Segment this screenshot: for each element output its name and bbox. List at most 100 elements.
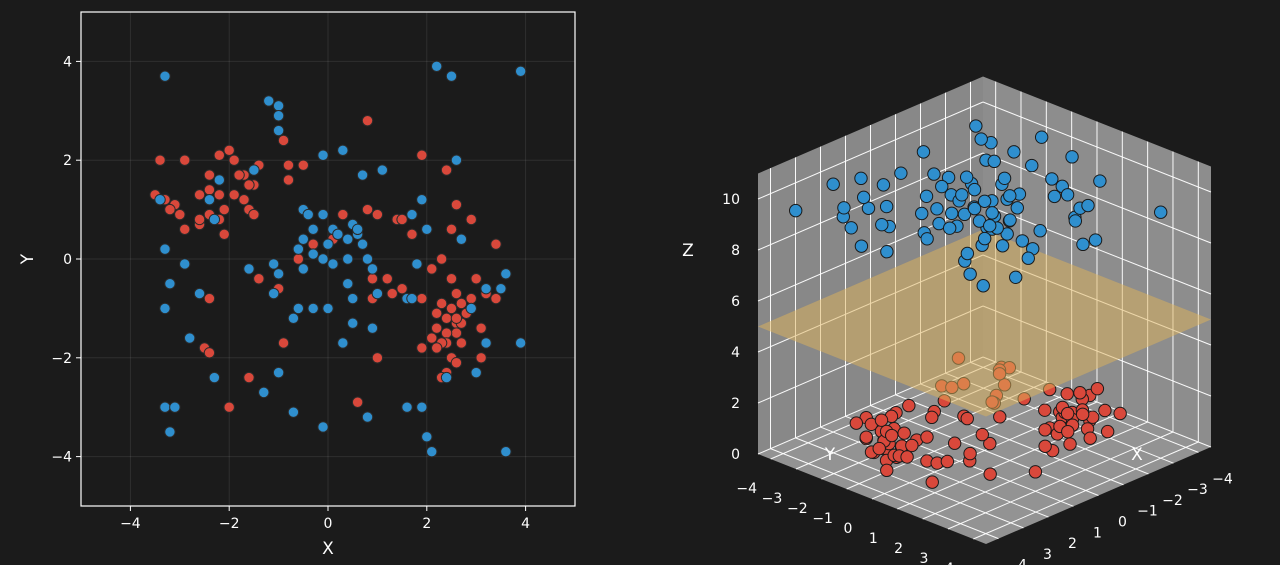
point-red [381,273,393,285]
y-tick-label: 2 [63,153,72,169]
point-blue [455,233,468,245]
point-blue [272,124,285,137]
x-tick-label: 0 [324,516,333,532]
point-red [218,228,230,241]
point-blue [267,287,280,300]
point-blue [356,169,369,181]
point-red [450,287,463,300]
point3d-red [1098,403,1112,418]
point3d-blue [997,171,1012,185]
point-blue [406,292,418,305]
point-red [228,154,240,166]
point-red [203,169,216,181]
point-blue [337,337,349,349]
point3d-blue [879,199,894,214]
scatter-2d-chart: −4 −2 0 2 4 −4 −2 0 2 4 X Y [18,11,576,559]
point-red [371,352,384,364]
point-red [440,327,453,339]
point-blue [307,248,319,260]
z3d-tick-label: 10 [722,192,740,208]
point-blue [361,253,374,265]
point3d-red [975,427,989,442]
point-blue [356,238,369,250]
grid-y-floor [947,431,1174,530]
point-red [337,208,349,221]
point-blue [376,164,389,176]
y3d-tick-label: −1 [812,511,833,527]
point3d-blue [920,232,934,246]
point3d-red [940,454,955,469]
point3d-red [1028,465,1043,479]
point-blue [272,110,285,122]
point-blue [248,164,260,176]
point-red [430,307,443,320]
point-red [351,396,364,408]
point3d-blue [1003,189,1017,203]
grid-y-floor [973,441,1199,540]
point-red [396,282,408,295]
point-red [174,208,186,221]
point-blue [351,223,364,236]
point-red [292,253,305,265]
point3d-blue [1000,227,1014,241]
x-tick-label: 2 [422,516,431,532]
point3d-red [1100,424,1115,439]
point3d-red [925,410,939,425]
point3d-blue [1003,213,1017,227]
point3d-blue [945,206,959,221]
point-blue [287,406,300,418]
point3d-red [960,411,974,426]
point3d-blue [957,207,972,222]
point3d-blue [854,239,869,253]
point-blue [401,401,413,413]
point-blue [366,322,379,334]
point-blue [421,223,433,236]
point3d-red [1075,407,1090,422]
point-blue [465,302,477,315]
point3d-blue [915,206,929,221]
point3d-blue [976,279,990,293]
point-red [450,327,463,339]
point-red [455,297,468,310]
point-blue [361,411,374,423]
y3d-tick-label: −4 [736,481,757,497]
point3d-red [900,450,914,464]
point-red [450,312,463,324]
x-axis-label-2d: X [322,539,334,559]
point3d-blue [1154,205,1168,219]
point-blue [500,445,512,458]
point-red [396,213,408,226]
point-red [361,114,374,127]
point3d-red [993,410,1007,424]
point3d-blue [876,178,891,192]
point3d-red [1060,387,1074,401]
point3d-red [1038,439,1052,453]
point3d-blue [930,202,944,216]
point-blue [440,371,453,384]
point3d-blue [894,166,908,180]
point-blue [430,60,443,73]
point-red [203,292,216,305]
point3d-red [849,416,864,430]
grid-z-right [982,152,1212,244]
point-red [213,149,226,161]
point3d-red [947,436,962,450]
point-blue [514,65,527,77]
point3d-blue [856,190,871,205]
point-red [445,273,458,285]
point-blue [500,268,512,280]
point-red [238,194,250,206]
point3d-blue [826,177,840,191]
point-red [282,159,295,171]
y-tick-label: −4 [51,450,72,466]
point-blue [342,233,354,245]
point3d-red [925,475,939,489]
point-red [228,189,240,201]
point-blue [179,258,191,270]
grid-z-left [757,152,984,251]
point-red [416,292,428,305]
point-red [490,292,502,305]
x-tick-label: −4 [120,516,141,532]
point-red [297,159,309,171]
point3d-red [902,398,916,413]
